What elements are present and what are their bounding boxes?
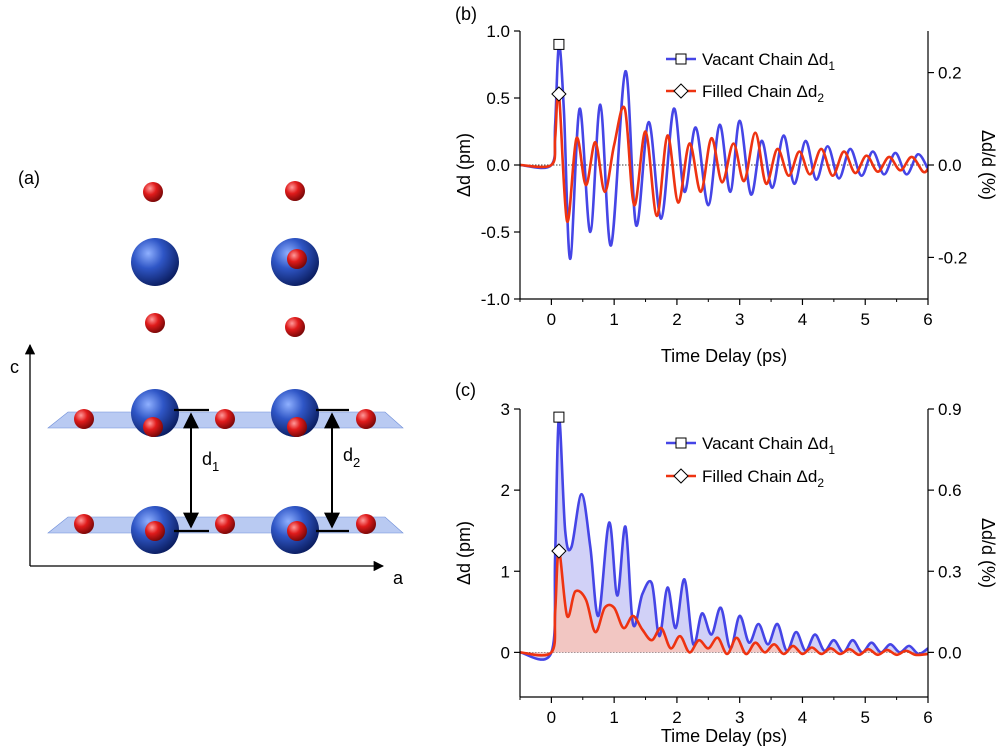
oxygen-atom: [215, 409, 235, 429]
series-line-2: [520, 549, 928, 657]
chart-panel-b: (b) 0 1 2 3 4 5 6 -1.0 -0.5 0.0 0.5 1.0 -0.2 0.0 0.2 Tim…: [454, 4, 998, 366]
metal-atom: [131, 238, 179, 286]
y-right-tick-label: 0.9: [938, 400, 962, 419]
series-line-1: [520, 43, 928, 261]
x-tick-label: 0: [547, 310, 556, 329]
x-tick-label: 1: [609, 310, 618, 329]
legend-label-1: Vacant Chain Δd1: [702, 434, 835, 457]
y-tick-label: 2: [501, 481, 510, 500]
panel-label: (b): [455, 4, 477, 24]
x-tick-label: 3: [735, 310, 744, 329]
y-axis-label: Δd (pm): [454, 133, 474, 197]
x-tick-label: 0: [547, 708, 556, 727]
oxygen-atom: [285, 181, 305, 201]
oxygen-atom: [74, 409, 94, 429]
x-tick-label: 6: [923, 310, 932, 329]
c-axis-label: c: [10, 357, 19, 377]
x-tick-label: 6: [923, 708, 932, 727]
oxygen-atom: [356, 409, 376, 429]
y-tick-label: 0.5: [486, 89, 510, 108]
y-right-tick-label: 0.0: [938, 156, 962, 175]
y-right-tick-label: 0.6: [938, 481, 962, 500]
x-tick-label: 4: [798, 708, 807, 727]
y-tick-label: 1.0: [486, 22, 510, 41]
y-axis-label: Δd (pm): [454, 521, 474, 585]
a-axis-label: a: [393, 568, 404, 588]
legend-marker-2: [673, 83, 689, 99]
legend-subscript: 1: [828, 443, 835, 457]
oxygen-atom: [143, 182, 163, 202]
plot-area: [520, 415, 928, 661]
y-tick-label: -1.0: [481, 290, 510, 309]
oxygen-atom: [215, 514, 235, 534]
x-tick-label: 2: [672, 310, 681, 329]
legend-marker-1: [675, 53, 687, 65]
y-tick-label: 0: [501, 643, 510, 662]
oxygen-atom: [287, 249, 307, 269]
series-marker-1: [553, 411, 565, 423]
series-marker-1: [553, 38, 565, 50]
metal-atom: [131, 389, 179, 437]
series-marker-2: [551, 86, 567, 102]
series-fill-1: [520, 416, 928, 660]
oxygen-atom: [287, 521, 307, 541]
series-line-2: [520, 90, 928, 223]
structure-panel: (a) c a: [10, 168, 404, 588]
oxygen-atom: [356, 514, 376, 534]
oxygen-atom: [145, 313, 165, 333]
plot-area: [520, 43, 928, 261]
y-tick-label: -0.5: [481, 223, 510, 242]
legend-label-2: Filled Chain Δd2: [702, 467, 824, 490]
x-tick-label: 1: [609, 708, 618, 727]
legend-subscript: 1: [828, 59, 835, 73]
metal-atom: [271, 389, 319, 437]
y-right-axis-label: Δd/d (%): [978, 130, 998, 200]
y-right-tick-label: 0.3: [938, 562, 962, 581]
y-tick-label: 3: [501, 400, 510, 419]
y-right-tick-label: -0.2: [938, 248, 967, 267]
oxygen-atom: [145, 521, 165, 541]
x-axis-label: Time Delay (ps): [661, 346, 787, 366]
panel-label: (c): [455, 380, 476, 400]
legend-label-1: Vacant Chain Δd1: [702, 50, 835, 73]
series-marker-2: [551, 543, 567, 559]
legend-marker-2: [673, 468, 689, 484]
x-tick-label: 5: [860, 310, 869, 329]
panel-a-label: (a): [18, 168, 40, 188]
oxygen-atom: [74, 514, 94, 534]
legend-marker-1: [675, 437, 687, 449]
x-axis-label: Time Delay (ps): [661, 726, 787, 746]
series-line-1: [520, 415, 928, 661]
y-right-tick-label: 0.0: [938, 643, 962, 662]
x-tick-label: 2: [672, 708, 681, 727]
oxygen-atom: [143, 417, 163, 437]
legend-subscript: 2: [817, 476, 824, 490]
chart-panel-c: (c) 0 1 2 3 4 5 6 0 1 2 3 0.0 0.3 0.6 0.9 Time Delay (ps…: [454, 380, 998, 746]
oxygen-atom: [285, 317, 305, 337]
legend-label-2: Filled Chain Δd2: [702, 82, 824, 105]
y-right-axis-label: Δd/d (%): [978, 518, 998, 588]
d2-label: d2: [343, 445, 360, 470]
oxygen-atom: [287, 417, 307, 437]
y-right-tick-label: 0.2: [938, 64, 962, 83]
legend-subscript: 2: [817, 91, 824, 105]
d1-label: d1: [202, 449, 219, 474]
y-tick-label: 0.0: [486, 156, 510, 175]
x-tick-label: 5: [860, 708, 869, 727]
x-tick-label: 3: [735, 708, 744, 727]
series-fill-2: [520, 550, 928, 656]
x-tick-label: 4: [798, 310, 807, 329]
y-tick-label: 1: [501, 562, 510, 581]
